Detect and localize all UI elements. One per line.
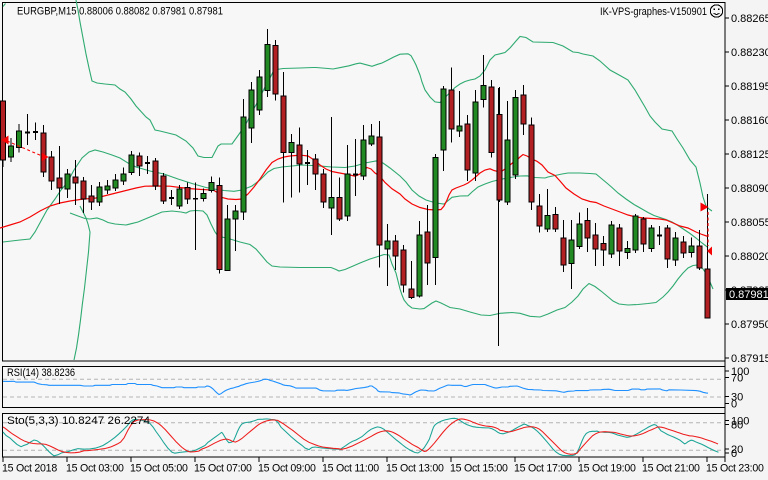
- svg-text:15 Oct 09:00: 15 Oct 09:00: [258, 463, 316, 475]
- svg-text:0.88195: 0.88195: [731, 81, 768, 93]
- svg-text:0.88090: 0.88090: [731, 183, 768, 195]
- svg-text:RSI(14) 38.8236: RSI(14) 38.8236: [7, 367, 75, 379]
- svg-text:100: 100: [731, 366, 749, 378]
- svg-text:0.88020: 0.88020: [731, 251, 768, 263]
- svg-text:0.87950: 0.87950: [731, 319, 768, 331]
- svg-text:15 Oct 13:00: 15 Oct 13:00: [386, 463, 444, 475]
- svg-text:0.88055: 0.88055: [731, 217, 768, 229]
- svg-text:15 Oct 07:00: 15 Oct 07:00: [194, 463, 252, 475]
- svg-text:80: 80: [731, 420, 743, 432]
- svg-text:15 Oct 05:00: 15 Oct 05:00: [130, 463, 188, 475]
- svg-text:0.88160: 0.88160: [731, 115, 768, 127]
- svg-text:0: 0: [731, 448, 737, 460]
- svg-text:15 Oct 15:00: 15 Oct 15:00: [450, 463, 508, 475]
- svg-text:100: 100: [731, 416, 749, 428]
- svg-text:0.88230: 0.88230: [731, 47, 768, 59]
- svg-text:15 Oct 19:00: 15 Oct 19:00: [578, 463, 636, 475]
- svg-text:EURGBP,M15 0.88006 0.88082 0.: EURGBP,M15 0.88006 0.88082 0.87981 0.879…: [17, 6, 223, 18]
- svg-text:0: 0: [731, 399, 737, 411]
- svg-text:70: 70: [731, 373, 743, 385]
- svg-text:15 Oct 17:00: 15 Oct 17:00: [514, 463, 572, 475]
- svg-text:0.87981: 0.87981: [729, 289, 768, 301]
- svg-text:15 Oct 2018: 15 Oct 2018: [2, 463, 57, 475]
- svg-text:15 Oct 21:00: 15 Oct 21:00: [642, 463, 700, 475]
- svg-text:0.88265: 0.88265: [731, 13, 768, 25]
- svg-text:15 Oct 11:00: 15 Oct 11:00: [322, 463, 379, 475]
- svg-text:IK-VPS-graphes-V150901: IK-VPS-graphes-V150901: [600, 6, 707, 18]
- svg-text:30: 30: [731, 391, 743, 403]
- svg-text:20: 20: [731, 444, 743, 456]
- svg-text:Sto(5,3,3) 10.8247 26.2274: Sto(5,3,3) 10.8247 26.2274: [7, 415, 150, 427]
- svg-text:15 Oct 03:00: 15 Oct 03:00: [66, 463, 124, 475]
- svg-text:15 Oct 23:00: 15 Oct 23:00: [706, 463, 764, 475]
- svg-text:0.88125: 0.88125: [731, 149, 768, 161]
- svg-text:0.87915: 0.87915: [731, 353, 768, 365]
